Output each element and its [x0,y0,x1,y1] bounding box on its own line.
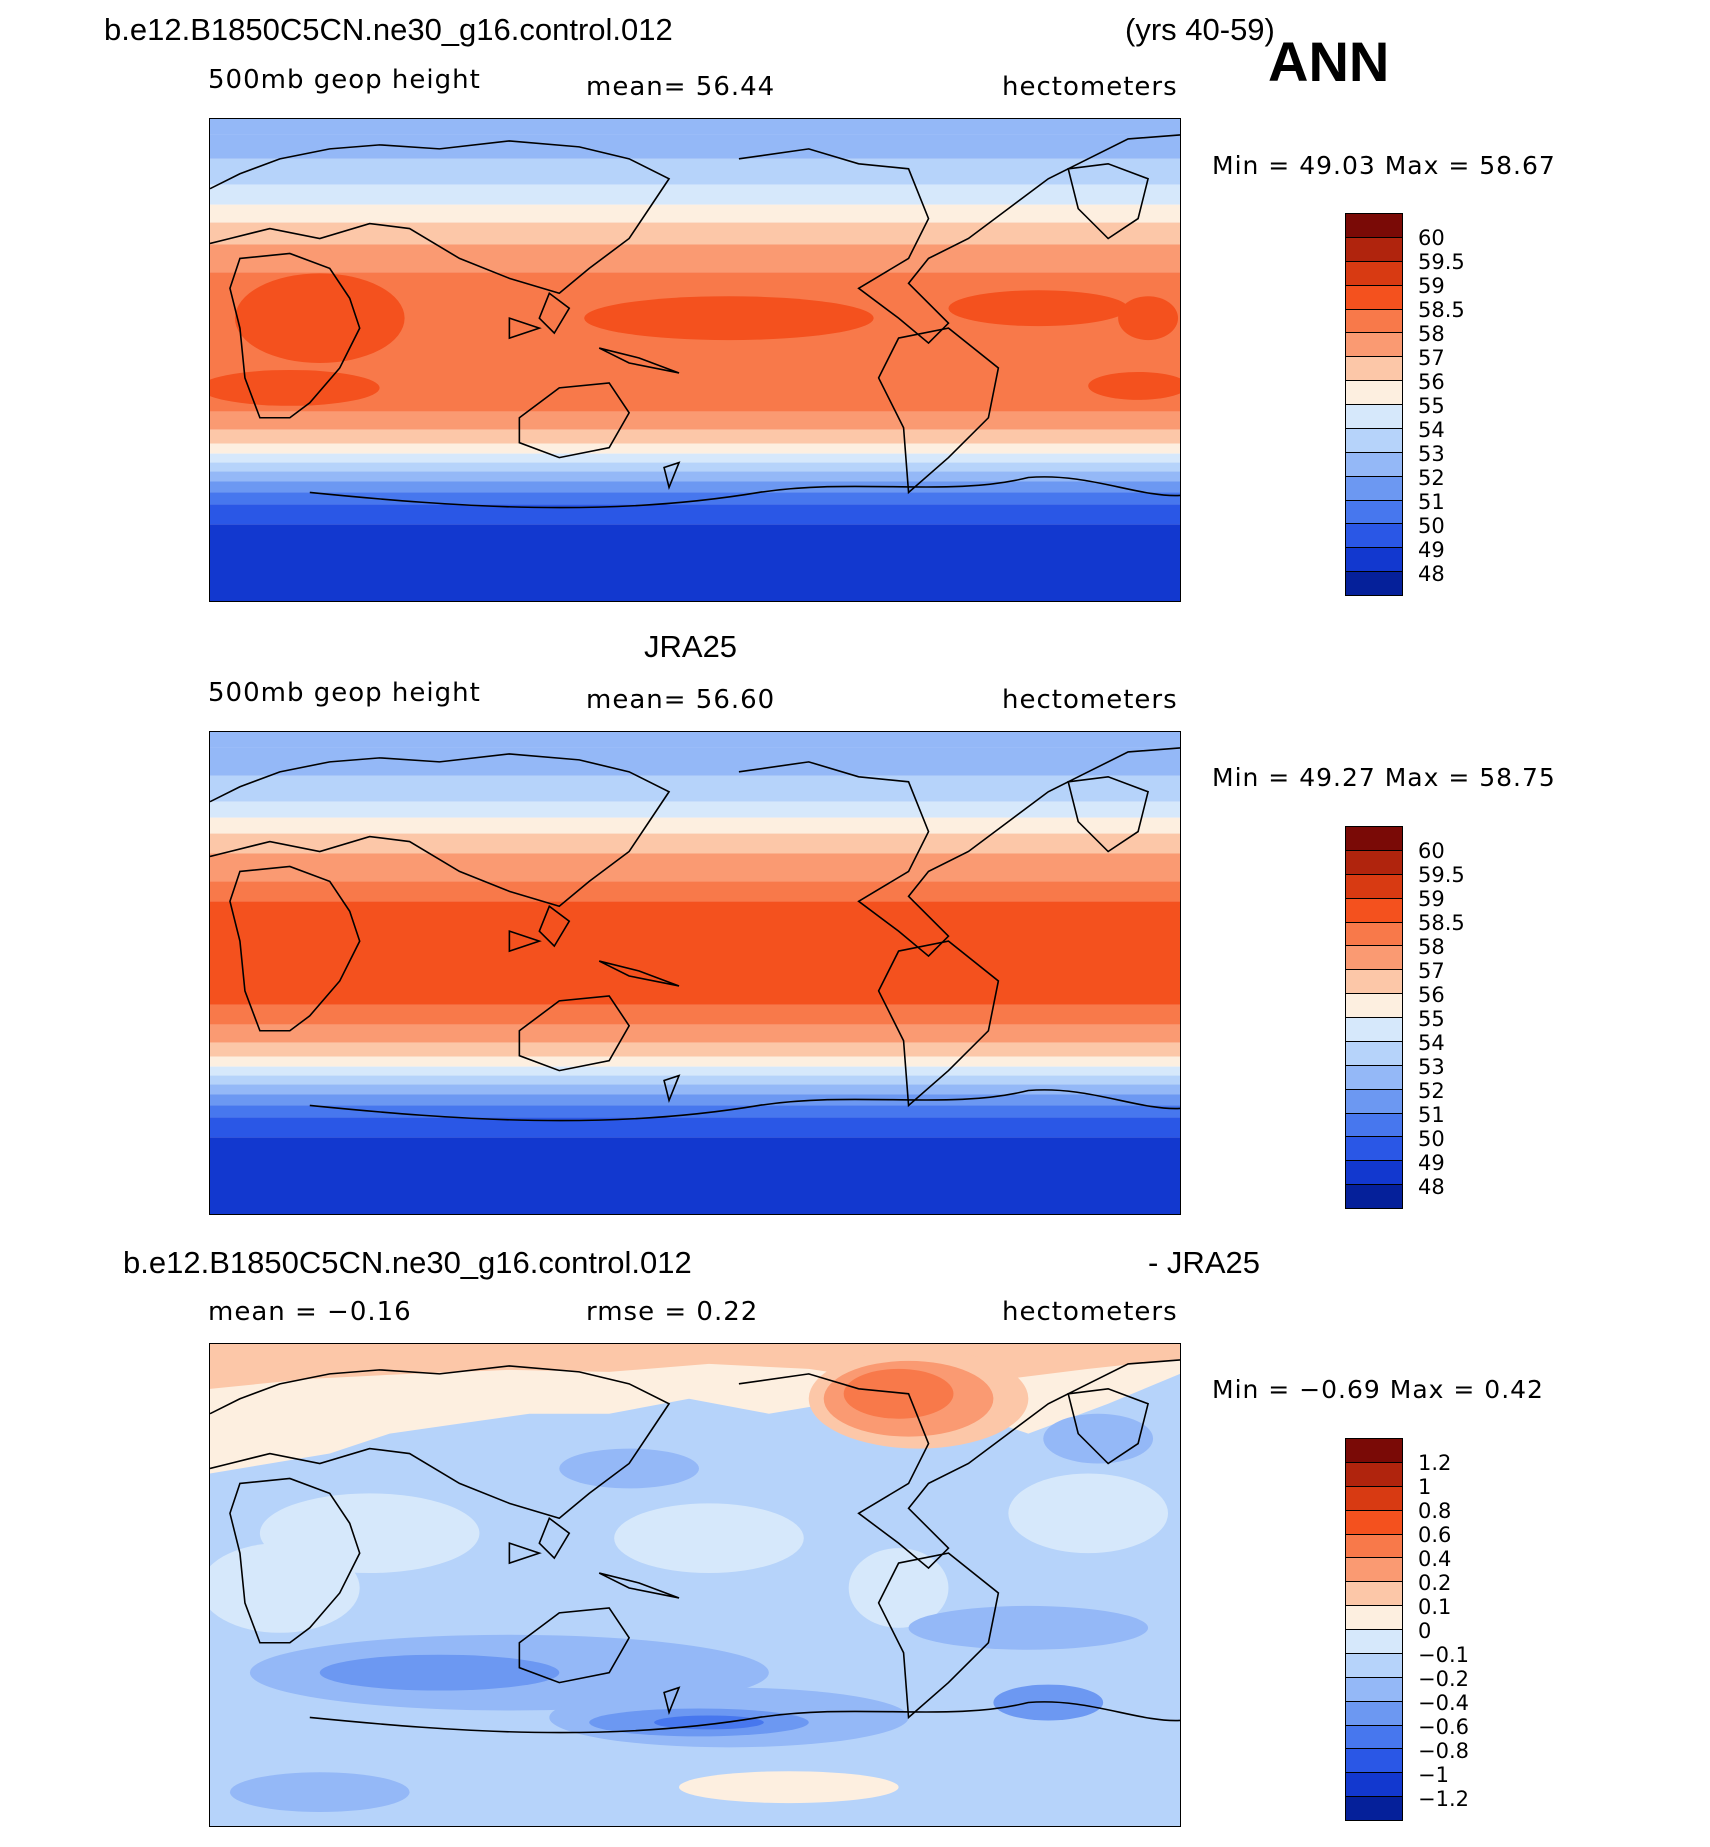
panel2-cbar-label: 60 [1418,839,1445,863]
panel1-cbar-label: 58 [1418,322,1445,346]
panel2-cbar-label: 55 [1418,1007,1445,1031]
panel3-cbar-label: −0.1 [1418,1643,1469,1667]
panel2-cbar-label: 50 [1418,1127,1445,1151]
panel3-minmax: Min = −0.69 Max = 0.42 [1212,1375,1544,1404]
panel2-variable: 500mb geop height [208,678,481,708]
panel3-cbar-label: −0.2 [1418,1667,1469,1691]
panel1-cbar-label: 60 [1418,226,1445,250]
panel2-cbar-label: 59.5 [1418,863,1465,887]
panel3-cbar-label: 0.6 [1418,1523,1452,1547]
panel1-cbar-label: 53 [1418,442,1445,466]
panel2-units: hectometers [1002,685,1178,715]
panel3-cbar-label: 0 [1418,1619,1432,1643]
season-label: ANN [1268,30,1390,93]
panel2-cbar-label: 56 [1418,983,1445,1007]
panel1-cbar-label: 55 [1418,394,1445,418]
panel3-map [209,1343,1181,1827]
panel3-colorbar [1345,1438,1403,1821]
panel2-cbar-label: 58 [1418,935,1445,959]
panel2-map [209,731,1181,1215]
panel3-cbar-label: 0.4 [1418,1547,1452,1571]
panel1-cbar-label: 52 [1418,466,1445,490]
panel3-cbar-label: −0.6 [1418,1715,1469,1739]
panel2-cbar-label: 49 [1418,1151,1445,1175]
panel2-cbar-label: 48 [1418,1175,1445,1199]
panel3-cbar-label: 0.2 [1418,1571,1452,1595]
panel3-cbar-label: 1.2 [1418,1451,1452,1475]
panel1-map [209,118,1181,602]
panel3-title: b.e12.B1850C5CN.ne30_g16.control.012 [123,1245,692,1280]
panel3-cbar-label: −0.4 [1418,1691,1469,1715]
panel2-cbar-label: 54 [1418,1031,1445,1055]
panel1-cbar-label: 49 [1418,538,1445,562]
panel1-cbar-label: 51 [1418,490,1445,514]
panel3-rmse: rmse = 0.22 [586,1297,759,1327]
panel2-cbar-label: 51 [1418,1103,1445,1127]
panel3-cbar-label: −1.2 [1418,1787,1469,1811]
panel3-cbar-label: −1 [1418,1763,1449,1787]
panel1-cbar-label: 54 [1418,418,1445,442]
panel2-colorbar [1345,826,1403,1209]
panel2-mean: mean= 56.60 [586,685,776,715]
panel1-cbar-label: 56 [1418,370,1445,394]
panel3-cbar-label: 0.8 [1418,1499,1452,1523]
panel1-cbar-label: 50 [1418,514,1445,538]
years-label: (yrs 40-59) [1125,12,1275,47]
panel2-cbar-label: 52 [1418,1079,1445,1103]
panel1-mean: mean= 56.44 [586,72,776,102]
panel3-mean: mean = −0.16 [208,1297,412,1327]
panel2-title: JRA25 [644,629,738,664]
panel2-minmax: Min = 49.27 Max = 58.75 [1212,763,1556,792]
panel3-units: hectometers [1002,1297,1178,1327]
panel2-cbar-label: 53 [1418,1055,1445,1079]
panel1-colorbar [1345,213,1403,596]
panel2-cbar-label: 58.5 [1418,911,1465,935]
panel3-title-right: - JRA25 [1148,1245,1260,1280]
panel2-cbar-label: 59 [1418,887,1445,911]
panel1-cbar-label: 48 [1418,562,1445,586]
case-title: b.e12.B1850C5CN.ne30_g16.control.012 [104,12,673,47]
panel3-cbar-label: −0.8 [1418,1739,1469,1763]
panel1-cbar-label: 59.5 [1418,250,1465,274]
panel3-cbar-label: 1 [1418,1475,1432,1499]
panel1-minmax: Min = 49.03 Max = 58.67 [1212,151,1556,180]
panel1-cbar-label: 59 [1418,274,1445,298]
panel1-cbar-label: 58.5 [1418,298,1465,322]
panel2-cbar-label: 57 [1418,959,1445,983]
panel3-cbar-label: 0.1 [1418,1595,1452,1619]
panel1-units: hectometers [1002,72,1178,102]
panel1-cbar-label: 57 [1418,346,1445,370]
panel1-variable: 500mb geop height [208,65,481,95]
